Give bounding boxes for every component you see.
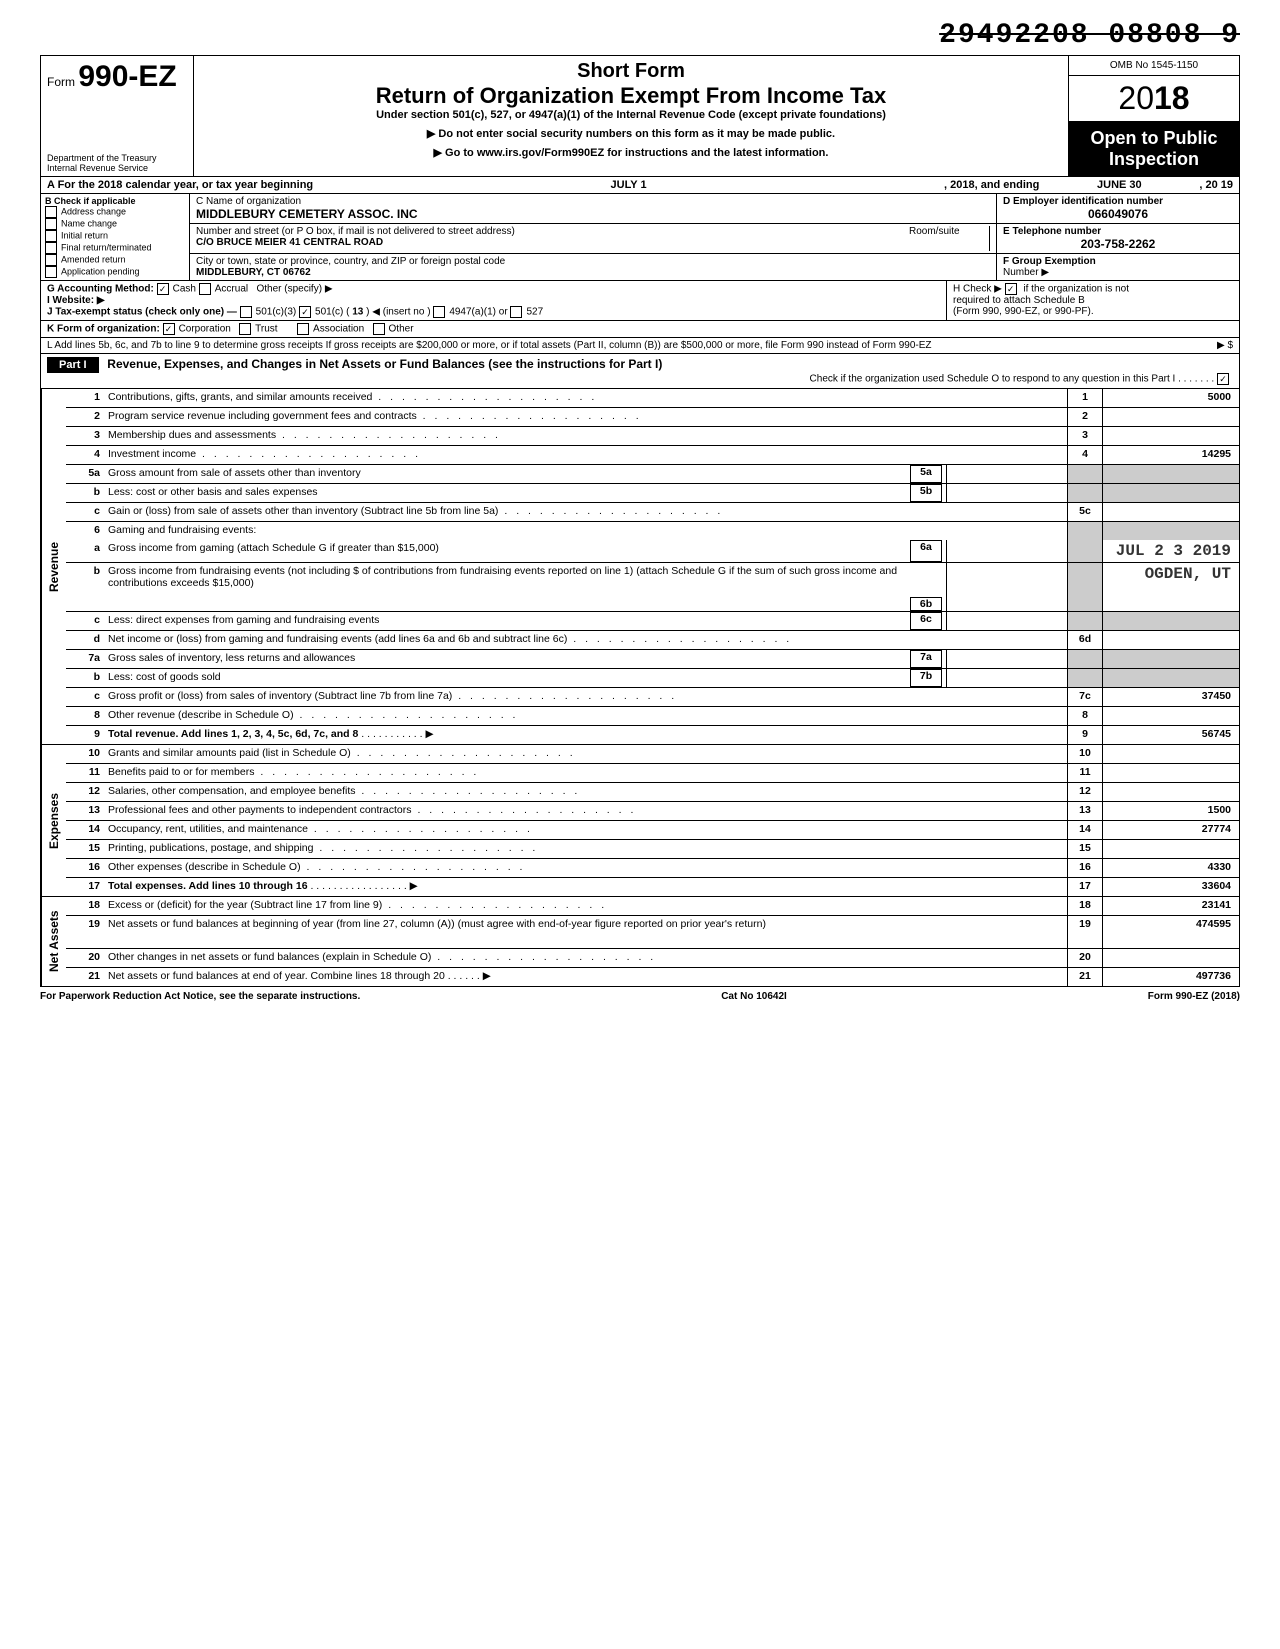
check-527[interactable] [510, 306, 522, 318]
footer-cat: Cat No 10642I [721, 991, 787, 1002]
document-number: 29492208 08808 9 [40, 20, 1240, 51]
amt-21: 497736 [1102, 968, 1239, 986]
section-c-name: C Name of organization MIDDLEBURY CEMETE… [190, 194, 997, 223]
form-title: Return of Organization Exempt From Incom… [202, 83, 1060, 109]
check-h[interactable] [1005, 283, 1017, 295]
revenue-label: Revenue [41, 389, 66, 744]
check-501c3[interactable] [240, 306, 252, 318]
check-cash[interactable] [157, 283, 169, 295]
form-number: 990-EZ [78, 60, 176, 93]
section-k: K Form of organization: Corporation Trus… [40, 321, 1240, 338]
city: MIDDLEBURY, CT 06762 [196, 267, 311, 278]
netassets-label: Net Assets [41, 897, 66, 986]
expenses-section: Expenses 10Grants and similar amounts pa… [40, 745, 1240, 897]
check-amended[interactable] [45, 254, 57, 266]
row-ghi: G Accounting Method: Cash Accrual Other … [40, 281, 1240, 321]
form-header: Form 990-EZ Department of the Treasury I… [40, 55, 1240, 176]
check-trust[interactable] [239, 323, 251, 335]
part1-header: Part I Revenue, Expenses, and Changes in… [40, 354, 1240, 389]
section-i: I Website: ▶ [47, 295, 105, 306]
section-b: B Check if applicable Address change Nam… [41, 194, 190, 280]
amt-18: 23141 [1102, 897, 1239, 915]
room-suite: Room/suite [909, 226, 990, 251]
header-left: Form 990-EZ Department of the Treasury I… [41, 56, 194, 176]
amt-17: 33604 [1102, 878, 1239, 896]
check-other[interactable] [373, 323, 385, 335]
check-501c[interactable] [299, 306, 311, 318]
amt-15 [1102, 840, 1239, 858]
stamp-location: OGDEN, UT [1102, 563, 1239, 611]
check-pending[interactable] [45, 266, 57, 278]
amt-2 [1102, 408, 1239, 426]
open-inspection: Open to Public Inspection [1069, 122, 1239, 176]
header-center: Short Form Return of Organization Exempt… [194, 56, 1069, 176]
note-url: ▶ Go to www.irs.gov/Form990EZ for instru… [202, 146, 1060, 159]
check-name[interactable] [45, 218, 57, 230]
check-assoc[interactable] [297, 323, 309, 335]
omb-number: OMB No 1545-1150 [1069, 56, 1239, 76]
check-sched-o[interactable] [1217, 373, 1229, 385]
revenue-section: Revenue 1Contributions, gifts, grants, a… [40, 389, 1240, 745]
amt-1: 5000 [1102, 389, 1239, 407]
note-ssn: ▶ Do not enter social security numbers o… [202, 127, 1060, 140]
street: C/O BRUCE MEIER 41 CENTRAL ROAD [196, 237, 383, 248]
header-right: OMB No 1545-1150 2018 Open to Public Ins… [1069, 56, 1239, 176]
amt-5c [1102, 503, 1239, 521]
check-final[interactable] [45, 242, 57, 254]
amt-10 [1102, 745, 1239, 763]
amt-20 [1102, 949, 1239, 967]
amt-7c: 37450 [1102, 688, 1239, 706]
amt-19: 474595 [1102, 916, 1239, 948]
form-prefix: Form [47, 75, 75, 89]
phone: 203-758-2262 [1003, 237, 1233, 251]
footer-right: Form 990-EZ (2018) [1148, 991, 1240, 1002]
check-4947[interactable] [433, 306, 445, 318]
amt-11 [1102, 764, 1239, 782]
period-begin: JULY 1 [313, 179, 944, 191]
dept-irs: Internal Revenue Service [47, 164, 157, 174]
amt-13: 1500 [1102, 802, 1239, 820]
section-h: H Check ▶ if the organization is not req… [946, 281, 1239, 320]
org-name: MIDDLEBURY CEMETERY ASSOC. INC [196, 207, 418, 221]
period-end: JUNE 30 [1039, 179, 1199, 191]
page-footer: For Paperwork Reduction Act Notice, see … [40, 991, 1240, 1002]
amt-6d [1102, 631, 1239, 649]
check-accrual[interactable] [199, 283, 211, 295]
section-l: L Add lines 5b, 6c, and 7b to line 9 to … [40, 338, 1240, 354]
amt-14: 27774 [1102, 821, 1239, 839]
line-a: A For the 2018 calendar year, or tax yea… [40, 176, 1240, 193]
section-f: F Group Exemption Number ▶ [997, 254, 1239, 280]
check-initial[interactable] [45, 230, 57, 242]
net-assets-section: Net Assets 18Excess or (deficit) for the… [40, 897, 1240, 987]
received-stamp: JUL 2 3 2019 [1102, 540, 1239, 562]
section-c-street: Number and street (or P O box, if mail i… [190, 224, 997, 253]
section-c-city: City or town, state or province, country… [190, 254, 997, 280]
expenses-label: Expenses [41, 745, 66, 896]
amt-9: 56745 [1102, 726, 1239, 744]
amt-3 [1102, 427, 1239, 445]
footer-left: For Paperwork Reduction Act Notice, see … [40, 991, 360, 1002]
form-subtitle: Under section 501(c), 527, or 4947(a)(1)… [202, 109, 1060, 121]
check-corp[interactable] [163, 323, 175, 335]
amt-8 [1102, 707, 1239, 725]
amt-16: 4330 [1102, 859, 1239, 877]
section-e: E Telephone number 203-758-2262 [997, 224, 1239, 253]
ein: 066049076 [1003, 207, 1233, 221]
short-form: Short Form [202, 60, 1060, 83]
tax-year: 2018 [1069, 76, 1239, 122]
check-address[interactable] [45, 206, 57, 218]
amt-4: 14295 [1102, 446, 1239, 464]
header-grid: B Check if applicable Address change Nam… [40, 193, 1240, 281]
amt-12 [1102, 783, 1239, 801]
section-d: D Employer identification number 0660490… [997, 194, 1239, 223]
